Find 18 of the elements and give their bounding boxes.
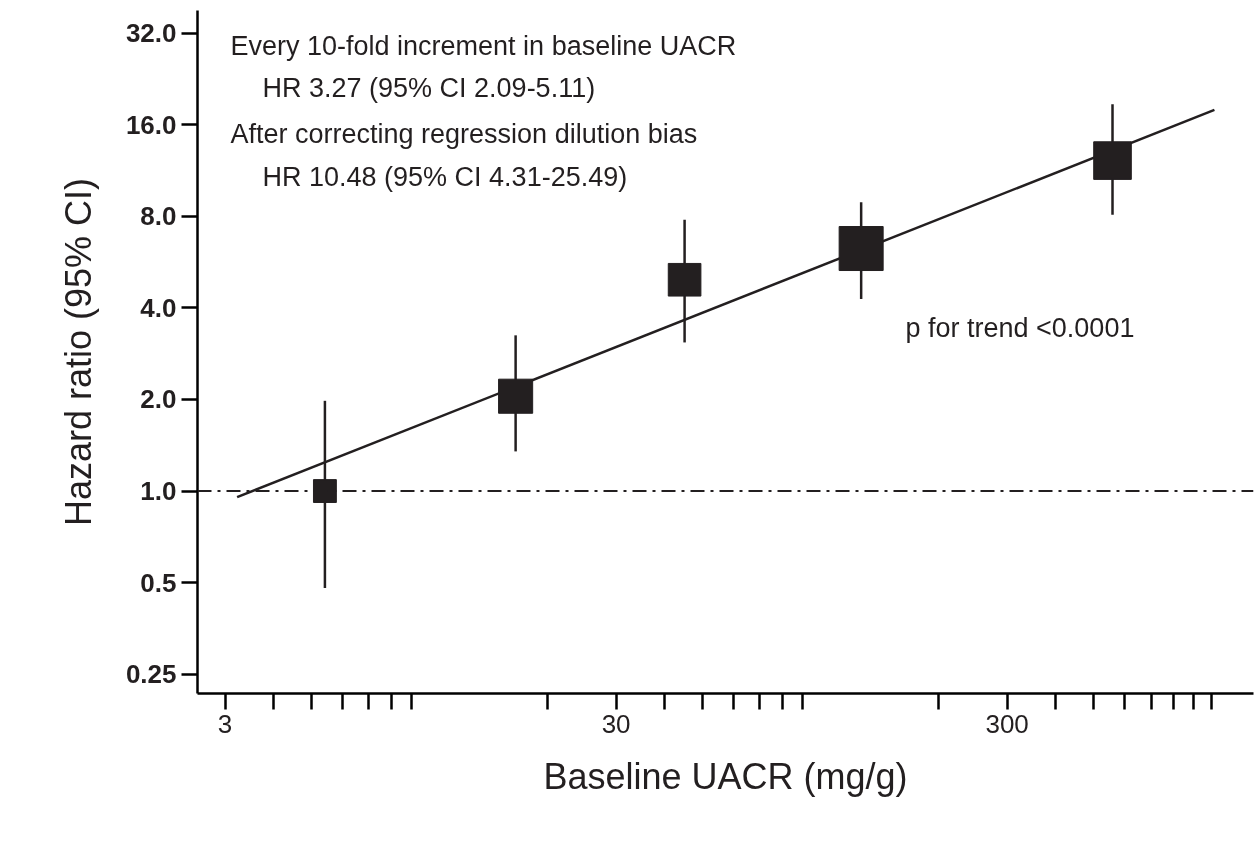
y-tick-label: 16.0 [125,109,177,140]
y-tick-label: 0.5 [140,567,177,598]
annotation: Every 10-fold increment in baseline UACR [230,30,737,61]
x-tick-label: 3 [217,708,233,739]
y-tick-label: 0.25 [125,659,177,690]
annotation: HR 3.27 (95% CI 2.09-5.11) [262,72,596,103]
y-tick-label: 1.0 [140,476,177,507]
y-tick-label: 8.0 [140,201,177,232]
y-tick-label: 4.0 [140,292,177,323]
x-tick-label: 300 [985,708,1029,739]
y-axis-title: Hazard ratio (95% CI) [57,177,99,527]
annotation: p for trend <0.0001 [905,312,1135,343]
x-axis-title: Baseline UACR (mg/g) [543,755,908,797]
x-tick-label: 30 [601,708,631,739]
annotation: After correcting regression dilution bias [230,118,698,149]
y-tick-label: 2.0 [140,384,177,415]
y-tick-label: 32.0 [125,18,177,49]
annotation: HR 10.48 (95% CI 4.31-25.49) [262,161,628,192]
